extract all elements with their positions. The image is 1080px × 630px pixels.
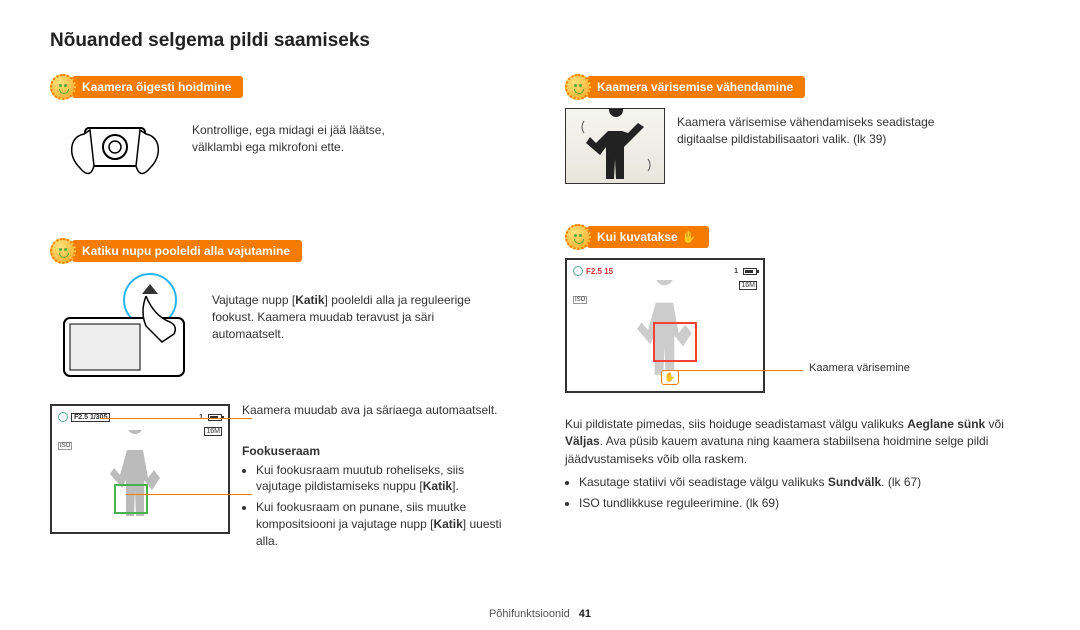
left-column: Kaamera õigesti hoidmine Kontrollige, eg…	[50, 74, 515, 572]
focus-bullets: Kui fookusraam muutub roheliseks, siis v…	[242, 462, 512, 550]
smiley-icon	[50, 74, 76, 100]
aperture-shutter-readout: F2.5 1/305	[71, 413, 110, 422]
iso-badge: ISO	[58, 442, 72, 450]
smiley-icon	[565, 74, 591, 100]
dark-shooting-paragraph: Kui pildistate pimedas, siis hoiduge sea…	[565, 416, 1030, 468]
shot-count: 1	[199, 414, 203, 421]
right-column: Kaamera värisemise vähendamine Kaamera v…	[565, 74, 1030, 572]
focus-bullet-red: Kui fookusraam on punane, siis muutke ko…	[256, 499, 512, 549]
focus-frame-green	[114, 484, 148, 514]
section-header-when: Kui kuvatakse ✋	[565, 224, 1030, 250]
shake-text: Kaamera värisemise vähendamiseks seadist…	[677, 114, 977, 148]
camera-shake-icon: ✋	[661, 370, 679, 385]
callout-line	[100, 418, 252, 419]
dark-shooting-bullets: Kasutage statiivi või seadistage välgu v…	[565, 474, 1030, 512]
shake-callout-label: Kaamera värisemine	[809, 362, 910, 374]
shutter-illustration	[50, 272, 200, 382]
hand-shake-icon: ✋	[682, 230, 697, 244]
section-header-shake: Kaamera värisemise vähendamine	[565, 74, 1030, 100]
footer-page-number: 41	[579, 608, 591, 620]
footer-section-label: Põhifunktsioonid	[489, 608, 570, 620]
battery-icon	[208, 414, 222, 421]
battery-icon	[743, 268, 757, 275]
callout-line	[673, 370, 803, 371]
smiley-icon	[50, 238, 76, 264]
section-label-shake: Kaamera värisemise vähendamine	[587, 76, 805, 98]
content-columns: Kaamera õigesti hoidmine Kontrollige, eg…	[50, 74, 1030, 572]
auto-exposure-text: Kaamera muudab ava ja säriaega automaats…	[242, 402, 512, 419]
aperture-shutter-readout: F2.5 15	[586, 267, 613, 276]
callout-line	[126, 494, 252, 495]
section-label-hold: Kaamera õigesti hoidmine	[72, 76, 243, 98]
dark-bullet-tripod: Kasutage statiivi või seadistage välgu v…	[579, 474, 1030, 491]
page-title: Nõuanded selgema pildi saamiseks	[50, 30, 1030, 52]
shot-count: 1	[734, 268, 738, 275]
shutter-text: Vajutage nupp [Katik] pooleldi alla ja r…	[212, 292, 482, 342]
focus-frame-red	[653, 322, 697, 362]
iso-badge: ISO	[573, 296, 587, 304]
section-header-shutter: Katiku nupu pooleldi alla vajutamine	[50, 238, 515, 264]
smiley-icon	[565, 224, 591, 250]
section-label-when: Kui kuvatakse ✋	[587, 226, 709, 248]
section-header-hold: Kaamera õigesti hoidmine	[50, 74, 515, 100]
focus-bullet-green: Kui fookusraam muutub roheliseks, siis v…	[256, 462, 512, 496]
lcd-shake-preview: F2.5 15 1 16M ISO ✋	[565, 258, 765, 393]
dark-bullet-iso: ISO tundlikkuse reguleerimine. (lk 69)	[579, 495, 1030, 512]
page-footer: Põhifunktsioonid 41	[0, 608, 1080, 620]
lcd-focus-preview: F2.5 1/305 1 16M ISO	[50, 404, 230, 534]
hold-camera-illustration	[50, 108, 180, 208]
section-label-shutter: Katiku nupu pooleldi alla vajutamine	[72, 240, 302, 262]
resolution-badge: 16M	[204, 427, 222, 436]
hold-text: Kontrollige, ega midagi ei jää läätse, v…	[192, 122, 432, 156]
resolution-badge: 16M	[739, 281, 757, 290]
focus-frame-title: Fookuseraam	[242, 443, 512, 460]
shake-illustration	[565, 108, 665, 184]
